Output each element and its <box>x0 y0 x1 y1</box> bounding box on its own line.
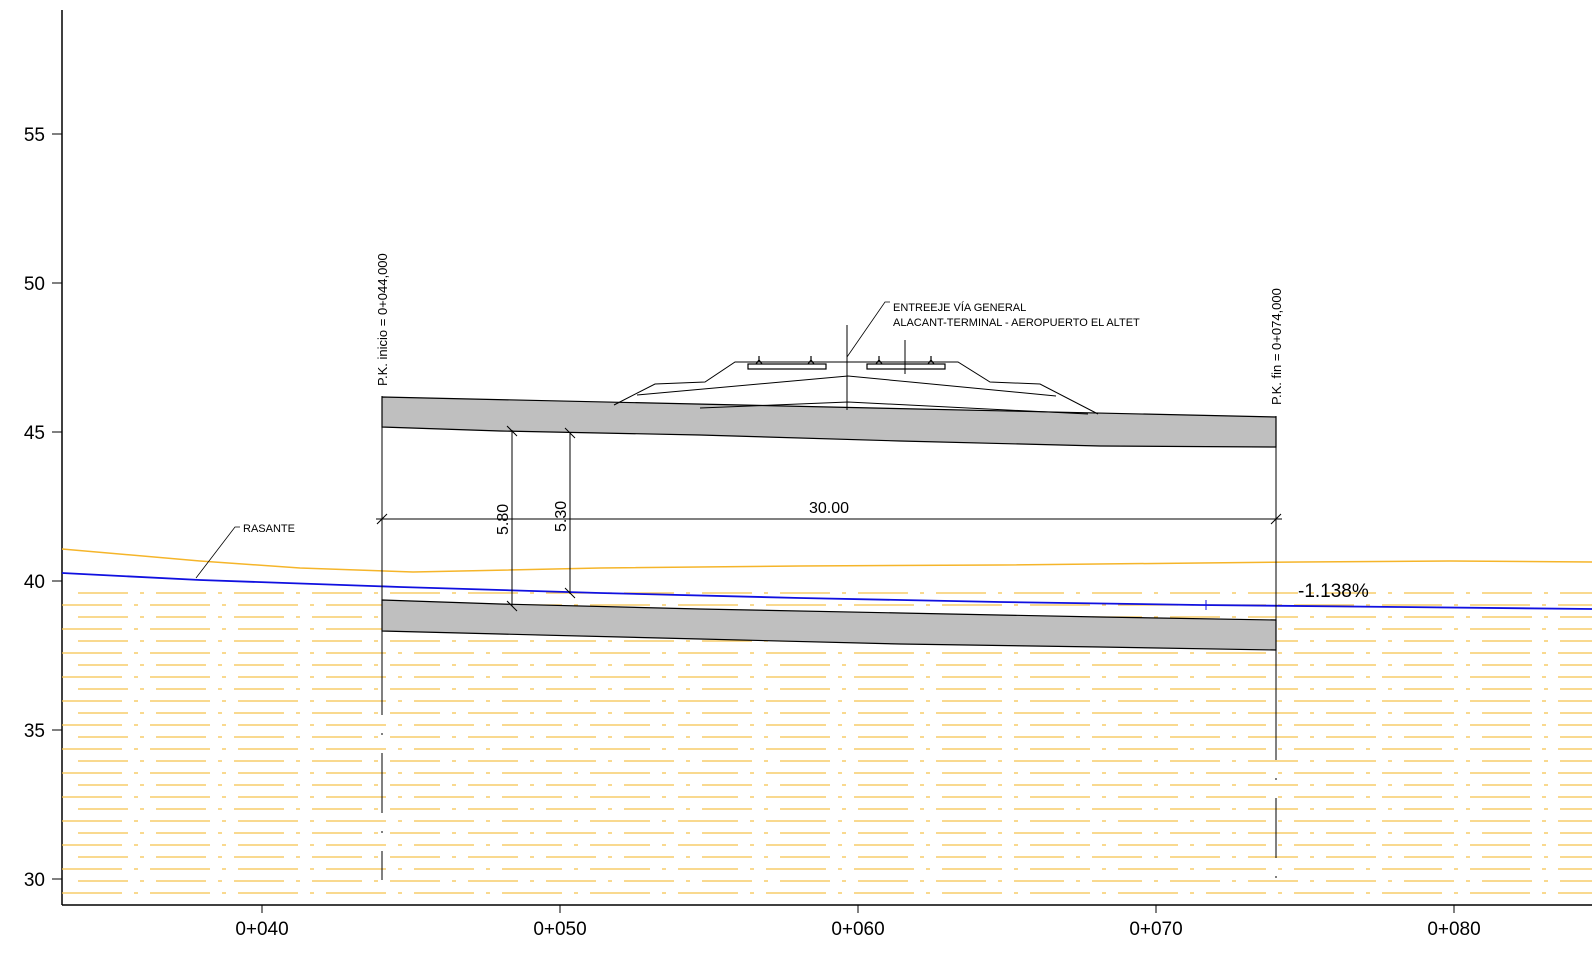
y-tick-label: 40 <box>24 572 45 593</box>
rasante-leader <box>195 526 240 579</box>
x-tick-label: 0+080 <box>1427 919 1480 940</box>
y-tick-label: 35 <box>24 721 45 742</box>
sleeper-right <box>866 363 946 370</box>
width-dimension-value: 30.00 <box>809 500 849 517</box>
x-tick-label: 0+050 <box>533 919 586 940</box>
y-tick-label: 30 <box>24 870 45 891</box>
x-tick-label: 0+070 <box>1129 919 1182 940</box>
sleeper-left <box>747 363 827 370</box>
pk-end-label: P.K. fin = 0+074,000 <box>1269 288 1284 405</box>
rails <box>747 356 946 370</box>
rasante-line <box>61 572 1592 610</box>
rail-right-1 <box>875 356 883 365</box>
y-tick-label: 50 <box>24 274 45 295</box>
water-hatch <box>62 592 1592 894</box>
x-tick-marks <box>261 905 1455 913</box>
height-dimensions <box>506 425 576 612</box>
embankment-layer-1 <box>636 375 1057 397</box>
width-dimension-tick-left <box>376 513 388 525</box>
x-tick-label: 0+060 <box>831 919 884 940</box>
y-tick-labels: 55 50 45 40 35 30 <box>24 125 45 891</box>
height-dimension-2-tick-bottom <box>564 587 576 599</box>
y-tick-label: 45 <box>24 423 45 444</box>
height-dimension-2-value: 5.30 <box>553 501 570 532</box>
height-dimension-1-tick-bottom <box>506 600 518 612</box>
terrain-line <box>61 548 1592 573</box>
callout-line-2: ALACANT-TERMINAL - AEROPUERTO EL ALTET <box>893 317 1140 329</box>
lower-slab <box>381 599 1277 651</box>
height-dimension-2-tick-top <box>564 427 576 439</box>
x-tick-labels: 0+040 0+050 0+060 0+070 0+080 <box>235 919 1480 940</box>
x-tick-label: 0+040 <box>235 919 288 940</box>
width-dimension <box>376 505 1282 530</box>
embankment-layer-2 <box>699 401 1089 415</box>
y-tick-label: 55 <box>24 125 45 146</box>
track-embankment <box>613 325 1099 415</box>
axes <box>61 10 1592 906</box>
callout-leader <box>846 301 890 358</box>
rail-right-2 <box>927 356 935 365</box>
slope-label: -1.138% <box>1298 581 1369 602</box>
rasante-label: RASANTE <box>243 523 295 535</box>
y-tick-marks <box>52 133 62 880</box>
rail-left-2 <box>807 356 815 365</box>
upper-slab <box>381 396 1277 448</box>
height-dimension-1-value: 5.80 <box>495 504 512 535</box>
pk-start-label: P.K. inicio = 0+044,000 <box>375 253 390 386</box>
height-dimension-1-tick-top <box>506 425 518 437</box>
callout-line-1: ENTREEJE VÍA GENERAL <box>893 301 1026 314</box>
rail-left-1 <box>755 356 763 365</box>
